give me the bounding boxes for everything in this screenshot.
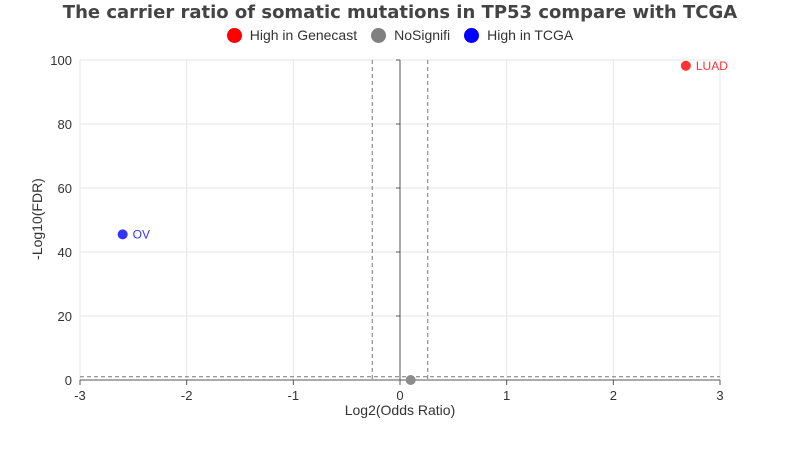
data-label: LUAD (696, 59, 728, 73)
x-axis-label: Log2(Odds Ratio) (345, 402, 456, 418)
legend-item-high-in-genecast[interactable]: High in Genecast (226, 27, 358, 43)
data-point (680, 60, 691, 71)
data-points: LUAD OV (117, 59, 728, 385)
legend-label-high-in-tcga: High in TCGA (487, 27, 574, 43)
y-tick-label: 20 (58, 309, 72, 324)
x-tick-label: 3 (716, 388, 723, 403)
legend-marker-nosignifi (371, 27, 387, 43)
legend-item-high-in-tcga[interactable]: High in TCGA (464, 27, 573, 43)
legend-label-nosignifi: NoSignifi (394, 27, 451, 43)
y-tick-label: 40 (58, 245, 72, 260)
threshold-lines (80, 60, 720, 380)
legend: High in Genecast NoSignifi High in TCGA (0, 27, 800, 43)
legend-item-nosignifi[interactable]: NoSignifi (371, 27, 450, 43)
data-point (405, 375, 416, 385)
x-tick-label: 0 (396, 388, 403, 403)
legend-label-high-in-genecast: High in Genecast (249, 27, 358, 43)
data-label: OV (133, 227, 150, 241)
data-point (117, 229, 128, 240)
y-axis-label: -Log10(FDR) (29, 178, 45, 260)
legend-marker-high-in-genecast (226, 27, 242, 43)
y-tick-label: 60 (58, 181, 72, 196)
x-tick-label: -1 (288, 388, 300, 403)
x-tick-label: -2 (181, 388, 193, 403)
legend-marker-high-in-tcga (464, 27, 480, 43)
x-tick-label: -3 (74, 388, 86, 403)
y-tick-label: 0 (65, 373, 72, 388)
y-tick-label: 80 (58, 117, 72, 132)
x-tick-label: 2 (610, 388, 617, 403)
axes: -3 -2 -1 0 1 2 3 0 20 40 60 80 100 (50, 53, 723, 403)
chart-title: The carrier ratio of somatic mutations i… (62, 2, 738, 23)
y-tick-label: 100 (50, 53, 72, 68)
x-tick-label: 1 (503, 388, 510, 403)
